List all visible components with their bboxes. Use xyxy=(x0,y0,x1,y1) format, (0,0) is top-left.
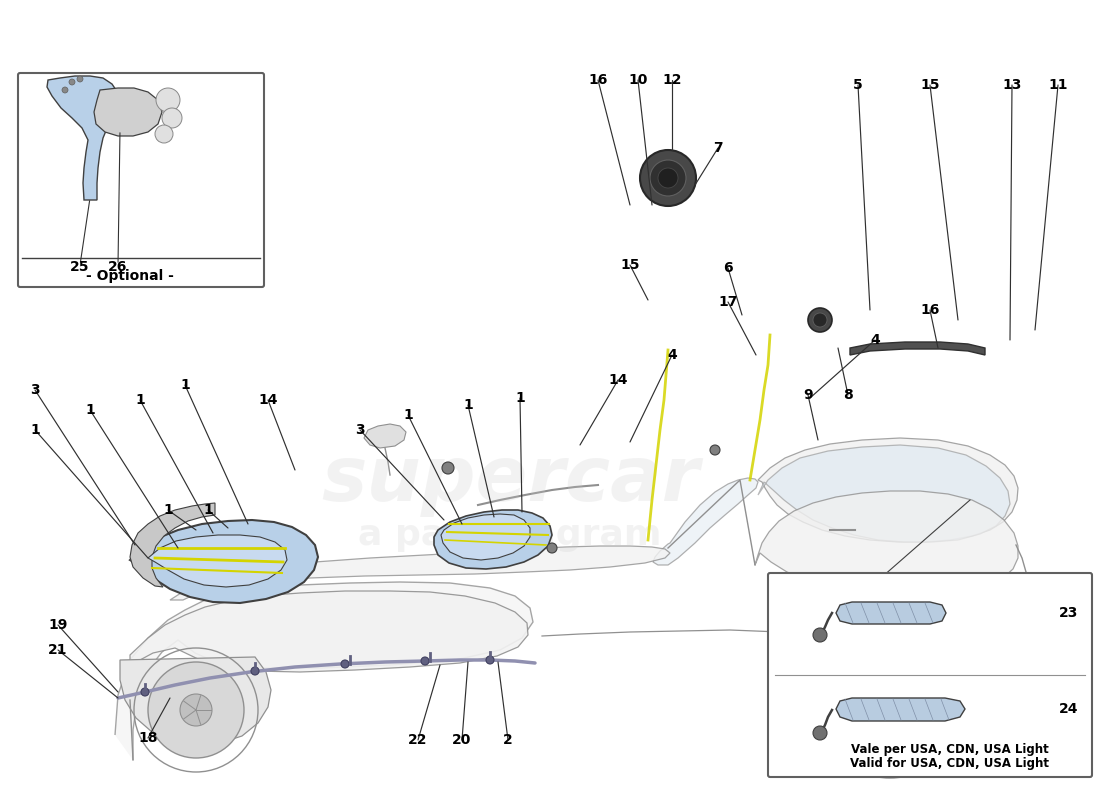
Text: - Optional -: - Optional - xyxy=(86,269,174,283)
Text: 3: 3 xyxy=(355,423,365,437)
Polygon shape xyxy=(758,438,1018,542)
Text: 2: 2 xyxy=(503,733,513,747)
Text: 20: 20 xyxy=(452,733,472,747)
Text: 7: 7 xyxy=(713,141,723,155)
Circle shape xyxy=(813,726,827,740)
Text: 22: 22 xyxy=(408,733,428,747)
Text: 15: 15 xyxy=(620,258,640,272)
Text: 13: 13 xyxy=(1002,78,1022,92)
Circle shape xyxy=(547,543,557,553)
Circle shape xyxy=(830,640,950,760)
Text: 1: 1 xyxy=(180,378,190,392)
Polygon shape xyxy=(47,76,118,200)
Text: 1: 1 xyxy=(163,503,173,517)
Text: supercar: supercar xyxy=(321,443,700,517)
Text: 1: 1 xyxy=(85,403,95,417)
Circle shape xyxy=(650,160,686,196)
Circle shape xyxy=(421,657,429,665)
Polygon shape xyxy=(130,591,528,672)
Circle shape xyxy=(870,680,910,720)
Polygon shape xyxy=(148,535,287,587)
Circle shape xyxy=(141,688,149,696)
Circle shape xyxy=(155,125,173,143)
Polygon shape xyxy=(434,510,552,569)
Text: a part diagram: a part diagram xyxy=(359,518,662,552)
Circle shape xyxy=(442,462,454,474)
Polygon shape xyxy=(364,424,406,448)
Polygon shape xyxy=(130,503,214,587)
Text: 25: 25 xyxy=(70,260,90,274)
Polygon shape xyxy=(850,342,984,355)
Circle shape xyxy=(658,168,678,188)
Text: 26: 26 xyxy=(108,260,128,274)
Polygon shape xyxy=(120,657,271,745)
Polygon shape xyxy=(820,660,961,734)
Text: 17: 17 xyxy=(718,295,738,309)
Circle shape xyxy=(77,76,82,82)
Circle shape xyxy=(813,313,827,327)
Polygon shape xyxy=(755,491,1018,595)
Text: 1: 1 xyxy=(463,398,473,412)
Text: 9: 9 xyxy=(803,388,813,402)
FancyBboxPatch shape xyxy=(18,73,264,287)
Text: 3: 3 xyxy=(30,383,40,397)
Text: 11: 11 xyxy=(1048,78,1068,92)
Text: 16: 16 xyxy=(588,73,607,87)
Polygon shape xyxy=(836,698,965,721)
Polygon shape xyxy=(758,445,1010,542)
Circle shape xyxy=(62,87,68,93)
Circle shape xyxy=(156,88,180,112)
Text: 8: 8 xyxy=(843,388,852,402)
Text: 1: 1 xyxy=(135,393,145,407)
Polygon shape xyxy=(94,88,162,136)
Text: 18: 18 xyxy=(139,731,157,745)
Polygon shape xyxy=(130,520,318,603)
Circle shape xyxy=(180,694,212,726)
Circle shape xyxy=(162,108,182,128)
Polygon shape xyxy=(836,602,946,624)
Circle shape xyxy=(486,656,494,664)
Text: 12: 12 xyxy=(662,73,682,87)
Text: 1: 1 xyxy=(403,408,412,422)
Circle shape xyxy=(251,667,258,675)
Polygon shape xyxy=(170,546,670,600)
Circle shape xyxy=(341,660,349,668)
Text: 14: 14 xyxy=(608,373,628,387)
Text: 16: 16 xyxy=(921,303,939,317)
Circle shape xyxy=(808,308,832,332)
Text: 1: 1 xyxy=(30,423,40,437)
Text: 23: 23 xyxy=(1058,606,1078,620)
Text: 24: 24 xyxy=(1058,702,1078,716)
FancyBboxPatch shape xyxy=(768,573,1092,777)
Polygon shape xyxy=(116,582,534,760)
Text: 10: 10 xyxy=(628,73,648,87)
Text: 21: 21 xyxy=(48,643,68,657)
Circle shape xyxy=(148,662,244,758)
Text: 14: 14 xyxy=(258,393,277,407)
Text: 1: 1 xyxy=(515,391,525,405)
Circle shape xyxy=(69,79,75,85)
Text: Valid for USA, CDN, USA Light: Valid for USA, CDN, USA Light xyxy=(850,757,1049,770)
Polygon shape xyxy=(653,478,758,565)
Circle shape xyxy=(813,628,827,642)
Text: 6: 6 xyxy=(723,261,733,275)
Text: 1: 1 xyxy=(204,503,213,517)
Text: 15: 15 xyxy=(921,78,939,92)
Polygon shape xyxy=(441,514,530,560)
Circle shape xyxy=(710,445,720,455)
Text: Vale per USA, CDN, USA Light: Vale per USA, CDN, USA Light xyxy=(851,743,1049,756)
Circle shape xyxy=(640,150,696,206)
Text: 5: 5 xyxy=(854,78,862,92)
Text: 4: 4 xyxy=(667,348,676,362)
Text: 19: 19 xyxy=(48,618,68,632)
Text: 4: 4 xyxy=(870,333,880,347)
